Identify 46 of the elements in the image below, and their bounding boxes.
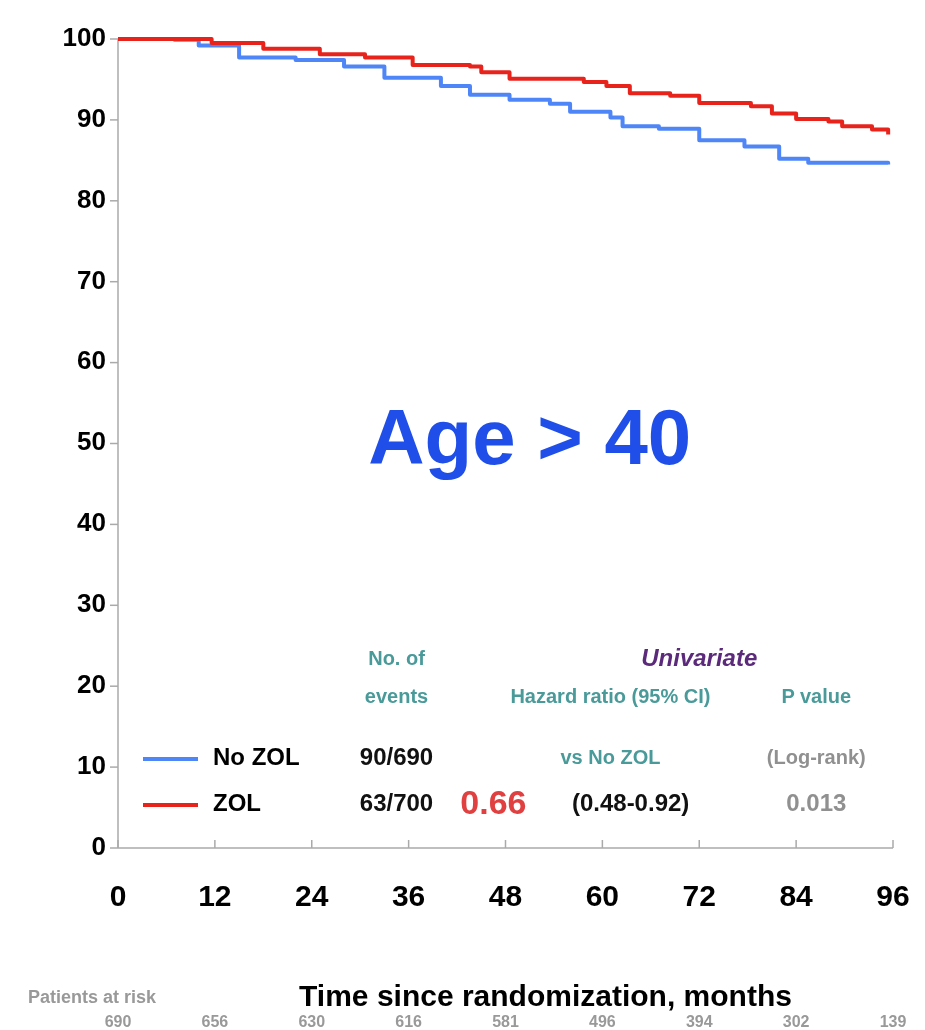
annotation: Age > 40: [368, 393, 692, 482]
text: Patients at risk: [28, 986, 158, 1007]
text: 630: [298, 1013, 326, 1030]
text: 690: [104, 1013, 132, 1030]
annotation: Hazard ratio (95% CI): [510, 684, 711, 707]
y-tick-label: 60: [77, 345, 106, 376]
annotation: No. of: [368, 646, 426, 669]
annotation: events: [364, 684, 429, 707]
x-tick-label: 96: [876, 878, 910, 912]
annotation: 0.013: [786, 789, 847, 817]
y-tick-label: 30: [77, 588, 106, 619]
x-tick-label: 36: [391, 878, 426, 912]
annotation: 63/700: [359, 789, 434, 817]
x-tick-label: 12: [198, 878, 232, 912]
annotation: (0.48-0.92): [571, 789, 690, 817]
x-tick-label: 0: [109, 878, 127, 912]
y-tick-label: 70: [77, 264, 106, 295]
x-tick-label: 60: [585, 878, 620, 912]
annotation: (Log-rank): [766, 746, 866, 769]
text: 616: [395, 1013, 423, 1030]
annotation: Univariate: [641, 643, 758, 671]
text: 139: [879, 1013, 907, 1030]
y-tick-label: 90: [77, 102, 106, 133]
x-tick-label: 48: [488, 878, 523, 912]
annotation: P value: [781, 684, 852, 707]
annotation: 0.66: [460, 783, 527, 822]
x-tick-label: 72: [682, 878, 716, 912]
annotation: 90/690: [359, 743, 434, 771]
legend-label: No ZOL: [213, 743, 300, 771]
y-tick-label: 100: [62, 21, 106, 52]
text: 656: [201, 1013, 229, 1030]
y-tick-label: 20: [77, 669, 106, 700]
x-axis-title: Time since randomization, months: [299, 978, 792, 1012]
y-tick-label: 50: [77, 426, 106, 457]
annotation: vs No ZOL: [560, 746, 661, 769]
y-tick-label: 10: [77, 749, 106, 780]
x-tick-label: 84: [779, 878, 814, 912]
y-tick-label: 0: [91, 830, 106, 861]
legend-label: ZOL: [213, 789, 261, 817]
y-tick-label: 40: [77, 507, 106, 538]
text: 496: [589, 1013, 616, 1030]
text: 581: [492, 1013, 519, 1030]
x-tick-label: 24: [295, 878, 329, 912]
y-tick-label: 80: [77, 183, 106, 214]
text: 394: [685, 1013, 713, 1030]
text: 302: [782, 1013, 810, 1030]
